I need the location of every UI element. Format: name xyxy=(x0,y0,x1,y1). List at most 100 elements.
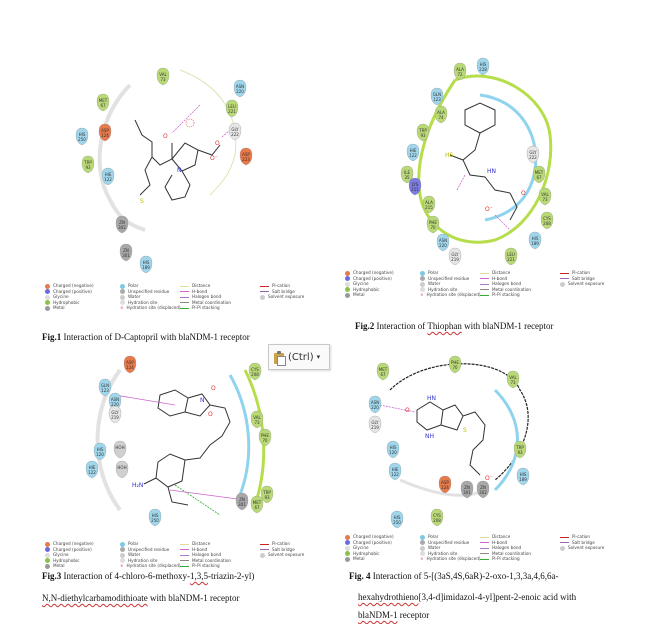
residue-number: 70 xyxy=(430,225,436,230)
legend-item: Hydration site xyxy=(420,287,458,292)
legend-label: Pi-cation xyxy=(272,283,290,288)
residue-number: 221 xyxy=(228,109,236,114)
residue-name: VAL xyxy=(541,192,549,197)
legend-swatch xyxy=(120,300,125,305)
legend-label: Pi-Pi stacking xyxy=(492,556,520,561)
residue-number: 189 xyxy=(142,265,150,270)
legend-item: × Hydration site (displaced) xyxy=(120,305,181,310)
residue-number: 220 xyxy=(439,243,447,248)
fig3-caption: Fig.3 Interaction of 4-chloro-6-methoxy-… xyxy=(42,571,254,581)
svg-text:S: S xyxy=(463,427,467,434)
legend-item: H-bond xyxy=(180,547,207,552)
legend-label: Charged (positive) xyxy=(353,539,392,545)
paste-options-label: (Ctrl) xyxy=(288,351,314,363)
legend-label: Glycine xyxy=(53,552,69,557)
legend-item: Unspecified residue xyxy=(120,547,169,552)
legend-swatch xyxy=(45,541,50,547)
legend-label: H-bond xyxy=(192,546,208,552)
legend-swatch xyxy=(180,296,189,298)
legend-item: Pi-Pi stacking xyxy=(180,563,220,568)
residue-name: PHE xyxy=(429,220,437,225)
legend-swatch xyxy=(560,542,569,543)
legend-item: Salt bridge xyxy=(560,540,595,545)
legend-item: Charged (positive) xyxy=(45,546,92,552)
legend-label: Halogen bond xyxy=(192,294,222,299)
legend-item: Glycine xyxy=(45,552,69,558)
legend-item: Salt bridge xyxy=(560,276,595,281)
legend-label: Metal xyxy=(353,556,365,561)
legend-swatch xyxy=(480,536,489,538)
legend-swatch xyxy=(420,287,425,292)
svg-text:O: O xyxy=(208,411,213,418)
residue-number: 74 xyxy=(438,115,444,120)
residue-name: HIS xyxy=(480,62,487,67)
legend-swatch xyxy=(180,285,189,287)
legend-swatch xyxy=(45,283,50,289)
legend-label: Polar xyxy=(428,534,439,539)
paste-options-button[interactable]: (Ctrl) ▾ xyxy=(268,344,330,370)
legend-label: Charged (positive) xyxy=(53,546,92,552)
residue-name: GLY xyxy=(371,420,379,425)
legend-swatch xyxy=(420,545,425,551)
residue-name: ZN xyxy=(239,497,245,502)
legend-item: Metal xyxy=(45,305,65,311)
legend-label: Salt bridge xyxy=(572,539,595,545)
fig1-caption: Fig.1 Interaction of D-Captopril with bl… xyxy=(42,332,250,342)
legend-swatch xyxy=(180,543,189,545)
ligand-structure xyxy=(143,389,231,506)
legend-label: Halogen bond xyxy=(492,281,522,286)
legend-swatch xyxy=(480,289,489,290)
residue-number: 35 xyxy=(404,175,410,180)
residue-number: 189 xyxy=(531,241,539,246)
legend-label: Water xyxy=(428,281,441,286)
fig3-caption-line1: Interaction of 4-chloro-6-methoxy- xyxy=(61,571,190,581)
legend-swatch xyxy=(180,565,189,567)
legend-item: Water xyxy=(120,552,140,558)
residue-number: 189 xyxy=(519,477,527,482)
legend-swatch xyxy=(120,552,125,558)
fig1-caption-text: Interaction of D-Captopril with blaNDM-1… xyxy=(61,332,250,342)
legend-swatch xyxy=(180,554,189,556)
legend-item: Hydrophobic xyxy=(45,300,79,305)
legend-item: Charged (positive) xyxy=(45,289,92,294)
legend-label: Unspecified residue xyxy=(428,539,470,545)
residue-number: 302 xyxy=(479,490,487,495)
legend-label: Solvent exposure xyxy=(568,545,605,550)
legend-item: Hydration site xyxy=(120,558,158,563)
legend-label: Halogen bond xyxy=(192,552,222,557)
legend-item: Metal coordination xyxy=(180,558,231,563)
legend-swatch xyxy=(120,289,125,294)
legend-item: Metal xyxy=(345,292,365,298)
residue-name: CYS xyxy=(433,513,441,518)
legend-swatch xyxy=(260,285,269,287)
svg-text:NH: NH xyxy=(425,433,434,440)
legend-item: Halogen bond xyxy=(480,545,521,550)
legend-item: Pi-Pi stacking xyxy=(480,556,520,561)
legend-label: Charged (negative) xyxy=(53,541,94,546)
residue-name: HIS xyxy=(79,132,86,137)
legend-item: Distance xyxy=(480,534,510,539)
legend-label: Pi-cation xyxy=(272,541,290,546)
legend-swatch xyxy=(120,547,125,552)
legend-label: Metal coordination xyxy=(192,557,232,563)
residue-name: LEU xyxy=(228,104,236,109)
legend-label: Pi-cation xyxy=(572,534,590,539)
residue-name: ASN xyxy=(439,238,447,243)
svg-text:O⁻: O⁻ xyxy=(485,206,493,213)
legend-label: Polar xyxy=(128,541,139,546)
svg-text:S: S xyxy=(140,198,144,205)
legend-swatch xyxy=(345,556,350,562)
